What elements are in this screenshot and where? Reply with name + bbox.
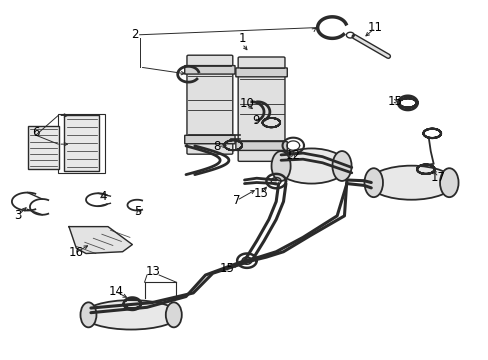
Text: 9: 9 (251, 114, 259, 127)
Ellipse shape (276, 148, 346, 184)
FancyBboxPatch shape (235, 141, 287, 150)
Text: 5: 5 (134, 205, 142, 218)
Text: 8: 8 (213, 140, 220, 153)
Ellipse shape (332, 151, 351, 181)
FancyBboxPatch shape (184, 135, 235, 144)
FancyBboxPatch shape (27, 126, 59, 169)
Text: 1: 1 (238, 32, 245, 45)
Text: 12: 12 (285, 149, 300, 162)
Text: 11: 11 (367, 22, 382, 35)
Text: 10: 10 (239, 98, 254, 111)
Text: 15: 15 (253, 187, 268, 200)
Text: 13: 13 (145, 265, 161, 278)
Text: 3: 3 (15, 209, 22, 222)
Ellipse shape (165, 302, 182, 327)
Ellipse shape (83, 300, 178, 329)
Text: 2: 2 (131, 28, 138, 41)
Text: 4: 4 (99, 190, 106, 203)
FancyBboxPatch shape (184, 66, 235, 74)
FancyBboxPatch shape (186, 55, 232, 154)
Ellipse shape (439, 168, 458, 197)
Text: 6: 6 (32, 126, 40, 139)
Text: 15: 15 (386, 95, 401, 108)
Ellipse shape (368, 166, 453, 200)
FancyBboxPatch shape (64, 116, 99, 171)
Text: 16: 16 (69, 246, 83, 259)
FancyBboxPatch shape (238, 57, 285, 161)
Text: 15: 15 (219, 262, 234, 275)
Text: 14: 14 (108, 285, 123, 298)
Ellipse shape (271, 151, 290, 181)
Ellipse shape (364, 168, 382, 197)
Ellipse shape (81, 302, 96, 327)
Polygon shape (69, 226, 132, 253)
Text: 17: 17 (430, 171, 445, 184)
Text: 7: 7 (232, 194, 240, 207)
FancyBboxPatch shape (235, 68, 287, 77)
